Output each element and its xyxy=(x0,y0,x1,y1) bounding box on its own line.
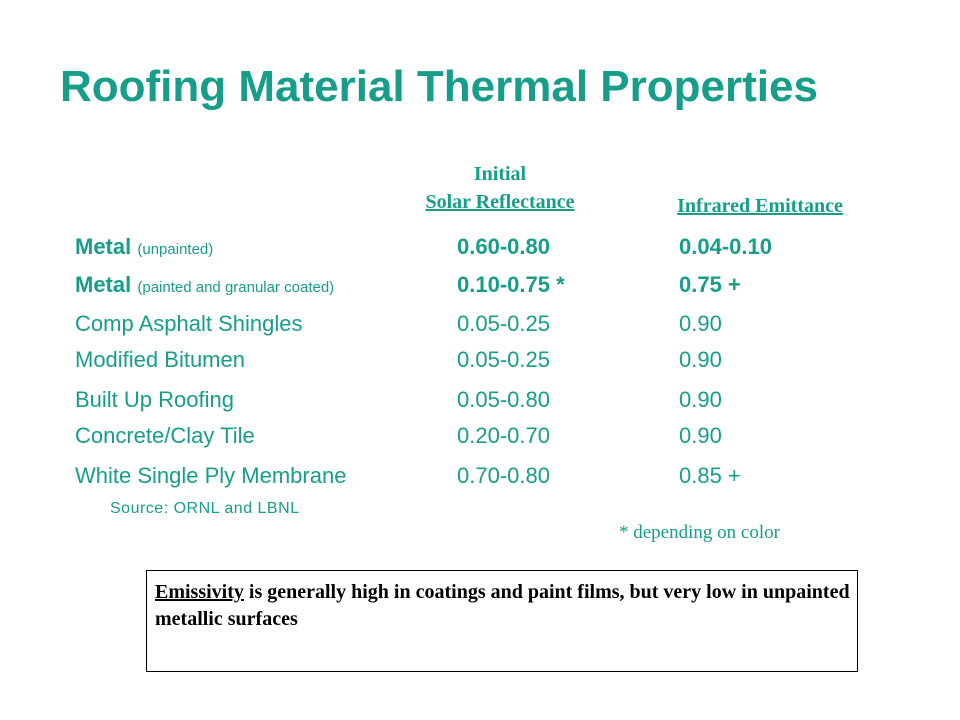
reflectance-value: 0.60-0.80 xyxy=(457,234,550,259)
table-row: Built Up Roofing 0.05-0.80 0.90 xyxy=(75,382,895,418)
reflectance-value: 0.05-0.80 xyxy=(457,387,550,412)
emittance-value: 0.90 xyxy=(679,347,722,372)
material-name: Metal (unpainted) xyxy=(75,234,214,259)
emissivity-term: Emissivity xyxy=(155,581,244,603)
emittance-header-label: Infrared Emittance xyxy=(677,195,843,217)
material-name: Modified Bitumen xyxy=(75,347,245,372)
emissivity-text: is generally high in coatings and paint … xyxy=(155,581,850,630)
material-name: Built Up Roofing xyxy=(75,387,234,412)
table-row: Concrete/Clay Tile 0.20-0.70 0.90 xyxy=(75,418,895,454)
reflectance-value: 0.20-0.70 xyxy=(457,423,550,448)
emittance-value: 0.75 + xyxy=(679,272,741,297)
table-row: White Single Ply Membrane 0.70-0.80 0.85… xyxy=(75,458,895,494)
material-name: Metal (painted and granular coated) xyxy=(75,272,335,297)
emittance-value: 0.90 xyxy=(679,387,722,412)
reflectance-header-line2: Solar Reflectance xyxy=(425,191,575,213)
reflectance-value: 0.05-0.25 xyxy=(457,311,550,336)
emittance-value: 0.85 + xyxy=(679,463,741,488)
source-note: Source: ORNL and LBNL xyxy=(110,500,300,517)
table-row: Metal (painted and granular coated) 0.10… xyxy=(75,267,895,303)
emittance-column-header: Infrared Emittance xyxy=(640,192,880,220)
material-name: Concrete/Clay Tile xyxy=(75,423,255,448)
material-qualifier: (painted and granular coated) xyxy=(137,279,335,296)
reflectance-value: 0.70-0.80 xyxy=(457,463,550,488)
reflectance-column-header: Initial Solar Reflectance xyxy=(390,160,610,216)
color-footnote: * depending on color xyxy=(619,522,780,543)
emittance-value: 0.90 xyxy=(679,311,722,336)
slide-title: Roofing Material Thermal Properties xyxy=(60,62,818,111)
material-qualifier: (unpainted) xyxy=(137,241,214,258)
reflectance-value: 0.10-0.75 * xyxy=(457,272,565,297)
reflectance-header-line1: Initial xyxy=(473,163,527,185)
material-name: Comp Asphalt Shingles xyxy=(75,311,303,336)
emittance-value: 0.04-0.10 xyxy=(679,234,772,259)
emissivity-note-box: Emissivity is generally high in coatings… xyxy=(146,570,858,672)
emittance-value: 0.90 xyxy=(679,423,722,448)
reflectance-value: 0.05-0.25 xyxy=(457,347,550,372)
table-row: Comp Asphalt Shingles 0.05-0.25 0.90 xyxy=(75,306,895,342)
material-name: White Single Ply Membrane xyxy=(75,463,347,488)
table-row: Metal (unpainted) 0.60-0.80 0.04-0.10 xyxy=(75,229,895,265)
table-row: Modified Bitumen 0.05-0.25 0.90 xyxy=(75,342,895,378)
